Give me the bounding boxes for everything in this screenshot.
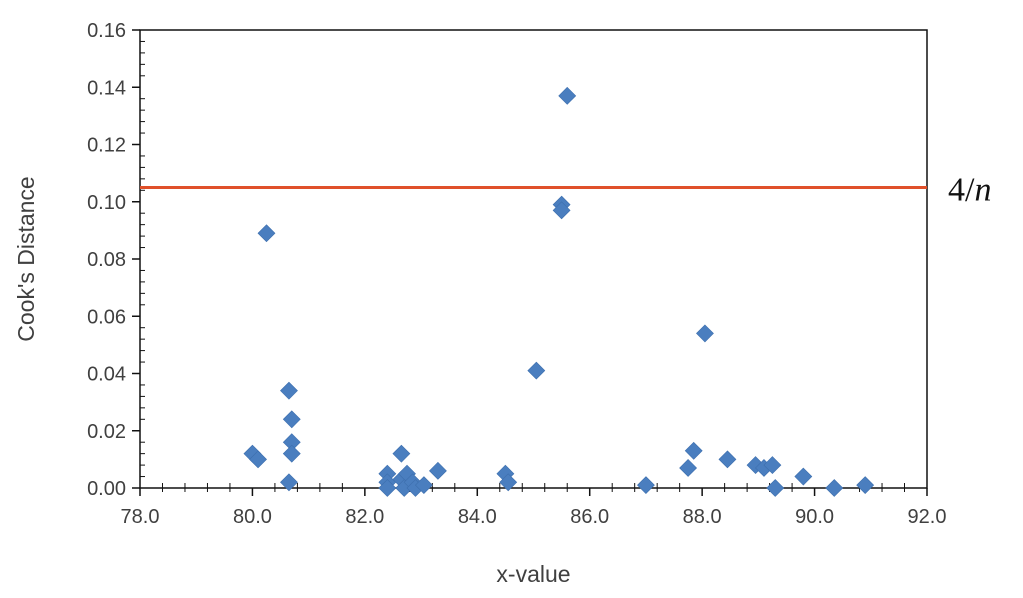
data-point — [558, 86, 577, 105]
y-tick-label: 0.04 — [87, 364, 126, 386]
data-point — [280, 473, 298, 492]
data-point — [257, 224, 276, 243]
data-point — [718, 450, 737, 469]
x-axis: 78.0 80.0 82.0 84.0 86.0 88.0 90.0 92.0 — [121, 483, 947, 528]
x-tick-label: 78.0 — [121, 506, 160, 528]
x-axis-title: x-value — [496, 561, 570, 587]
data-point — [684, 441, 703, 460]
data-point — [637, 476, 655, 495]
data-point — [280, 381, 298, 400]
data-point — [414, 476, 433, 495]
data-point — [249, 450, 267, 469]
y-tick-label: 0.08 — [87, 249, 126, 271]
reference-label-prefix: 4/ — [948, 171, 975, 208]
data-point — [679, 459, 698, 477]
data-point — [429, 461, 447, 480]
y-tick-label: 0.00 — [87, 478, 126, 500]
x-tick-label: 88.0 — [683, 506, 722, 528]
y-tick-label: 0.02 — [87, 421, 126, 443]
x-tick-label: 86.0 — [570, 506, 609, 528]
y-tick-label: 0.06 — [87, 306, 126, 328]
data-point — [696, 324, 714, 343]
reference-label-variable: n — [974, 171, 991, 208]
data-point — [282, 410, 301, 429]
y-tick-label: 0.16 — [87, 20, 126, 42]
plot-border — [139, 29, 928, 489]
x-tick-label: 84.0 — [458, 506, 497, 528]
x-tick-label: 80.0 — [233, 506, 272, 528]
data-point — [282, 444, 301, 463]
data-point — [794, 467, 813, 486]
data-point — [856, 476, 875, 495]
y-axis: 0.00 0.02 0.04 0.06 0.08 0.10 0.12 0.14 0.16 — [87, 20, 145, 500]
y-tick-label: 0.10 — [87, 192, 126, 214]
data-point — [499, 473, 518, 492]
x-tick-label: 92.0 — [908, 506, 947, 528]
data-point — [552, 201, 571, 220]
data-point — [766, 479, 785, 497]
data-point — [763, 456, 782, 475]
plot-frame — [139, 29, 928, 489]
axis-titles: x-value Cook's Distance — [13, 176, 571, 587]
y-axis-title: Cook's Distance — [13, 176, 39, 341]
data-point — [825, 479, 844, 497]
data-point — [527, 361, 546, 380]
x-tick-label: 82.0 — [345, 506, 384, 528]
data-point — [392, 444, 411, 463]
data-points — [243, 86, 875, 497]
data-point — [378, 479, 397, 497]
reference-line-label: 4/n — [948, 171, 991, 208]
y-tick-label: 0.14 — [87, 77, 126, 99]
x-tick-label: 90.0 — [795, 506, 834, 528]
y-tick-label: 0.12 — [87, 135, 126, 157]
